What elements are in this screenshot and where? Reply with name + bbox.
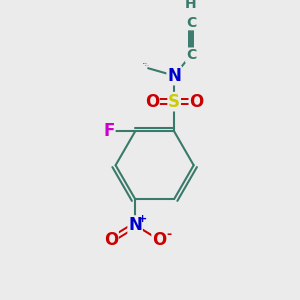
Text: O: O bbox=[189, 93, 204, 111]
Text: O: O bbox=[145, 93, 159, 111]
Text: -: - bbox=[166, 228, 171, 241]
Text: H: H bbox=[185, 0, 197, 11]
Text: +: + bbox=[138, 214, 147, 224]
Text: O: O bbox=[152, 231, 166, 249]
Text: C: C bbox=[186, 48, 196, 62]
Text: F: F bbox=[103, 122, 115, 140]
Text: O: O bbox=[104, 231, 118, 249]
Text: methyl: methyl bbox=[142, 62, 147, 64]
Text: N: N bbox=[167, 67, 181, 85]
Text: C: C bbox=[186, 16, 196, 30]
Text: methyl: methyl bbox=[146, 65, 150, 66]
Text: N: N bbox=[128, 216, 142, 234]
Text: S: S bbox=[168, 93, 180, 111]
